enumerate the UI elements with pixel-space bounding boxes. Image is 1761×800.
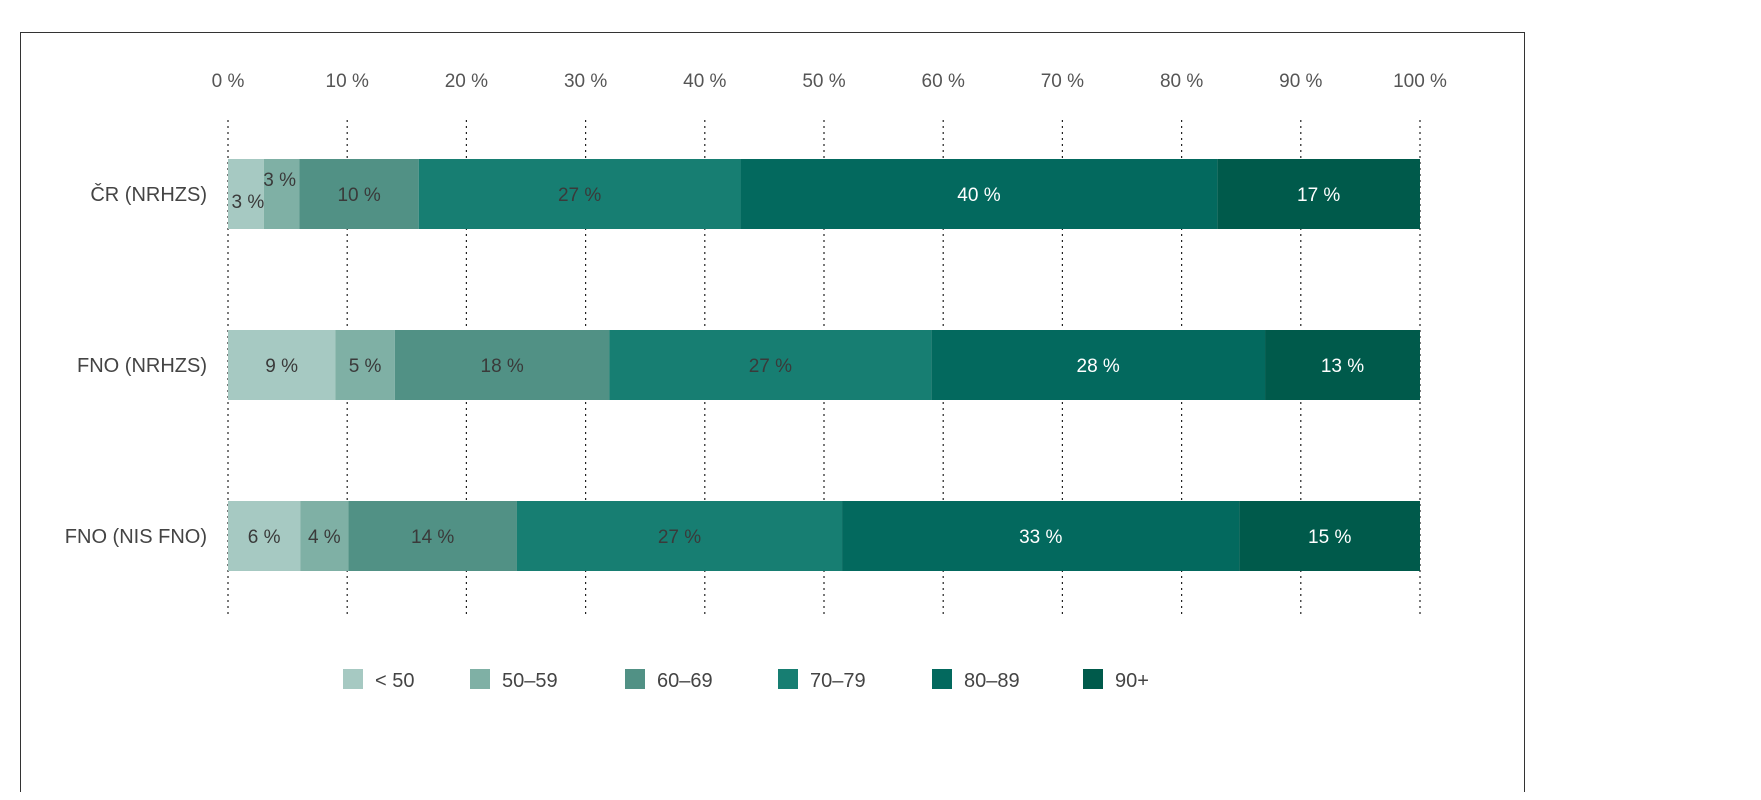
legend-swatch — [932, 669, 952, 689]
segment-label: 6 % — [248, 527, 281, 548]
segment-label: 13 % — [1321, 356, 1364, 377]
segment-label: 17 % — [1297, 185, 1340, 206]
legend-swatch — [470, 669, 490, 689]
bar-segment — [228, 330, 336, 400]
bar-segment — [740, 159, 1218, 229]
x-axis-ticks: 0 % 10 % 20 % 30 % 40 % 50 % 60 % 70 % 80 % 90 % 1… — [212, 71, 1447, 92]
chart-frame — [20, 32, 1525, 792]
segment-labels: 3 %3 % 10 % 27 % 40 % 17 % 9 % 5 % 18 % 27 % 28 %… — [232, 170, 1365, 548]
segment-label: 18 % — [481, 356, 524, 377]
bar-segment — [516, 501, 843, 571]
legend-label: 80–89 — [964, 670, 1020, 692]
bar-segment — [609, 330, 932, 400]
category-label: FNO (NIS FNO) — [65, 526, 207, 548]
bar-segment — [1217, 159, 1420, 229]
x-tick-label: 100 % — [1393, 71, 1447, 92]
bar-segment — [1239, 501, 1420, 571]
x-tick-label: 80 % — [1160, 71, 1203, 92]
segment-label: 33 % — [1019, 527, 1062, 548]
bar-segment — [931, 330, 1266, 400]
segment-label: 3 % — [232, 192, 265, 213]
legend-swatch — [1083, 669, 1103, 689]
legend-swatch — [625, 669, 645, 689]
bar-segment — [418, 159, 741, 229]
segment-label: 27 % — [749, 356, 792, 377]
x-tick-label: 30 % — [564, 71, 607, 92]
legend-swatch — [343, 669, 363, 689]
bar-segment — [394, 330, 610, 400]
bar-segment — [842, 501, 1240, 571]
segment-label: 14 % — [411, 527, 454, 548]
x-tick-label: 70 % — [1041, 71, 1084, 92]
bar-segment — [263, 159, 300, 229]
bar-segment — [228, 501, 301, 571]
x-tick-label: 0 % — [212, 71, 245, 92]
category-label: FNO (NRHZS) — [77, 355, 207, 377]
bar-segment — [1265, 330, 1420, 400]
legend-label: 70–79 — [810, 670, 866, 692]
x-tick-label: 10 % — [326, 71, 369, 92]
category-label: ČR (NRHZS) — [90, 183, 207, 206]
x-tick-label: 40 % — [683, 71, 726, 92]
segment-label: 4 % — [308, 527, 341, 548]
x-tick-label: 20 % — [445, 71, 488, 92]
segment-label: 3 % — [263, 170, 296, 191]
x-tick-label: 60 % — [922, 71, 965, 92]
segment-label: 28 % — [1077, 356, 1120, 377]
segment-label: 10 % — [337, 185, 380, 206]
legend-label: < 50 — [375, 670, 414, 692]
segment-label: 27 % — [658, 527, 701, 548]
segment-label: 27 % — [558, 185, 601, 206]
segment-label: 9 % — [265, 356, 298, 377]
bar-segment — [335, 330, 395, 400]
bars — [228, 159, 1420, 571]
legend-label: 90+ — [1115, 670, 1149, 692]
bar-segment — [228, 159, 264, 229]
legend-swatch — [778, 669, 798, 689]
bar-segment — [299, 159, 419, 229]
category-labels: ČR (NRHZS) FNO (NRHZS) FNO (NIS FNO) — [65, 183, 207, 548]
segment-label: 5 % — [349, 356, 382, 377]
x-tick-label: 90 % — [1279, 71, 1322, 92]
segment-label: 40 % — [957, 185, 1000, 206]
bar-segment — [300, 501, 349, 571]
legend-label: 60–69 — [657, 670, 713, 692]
bar-segment — [348, 501, 517, 571]
legend-label: 50–59 — [502, 670, 558, 692]
segment-label: 15 % — [1308, 527, 1351, 548]
legend: < 50 50–59 60–69 70–79 80–89 90+ — [343, 669, 1149, 692]
x-tick-label: 50 % — [802, 71, 845, 92]
